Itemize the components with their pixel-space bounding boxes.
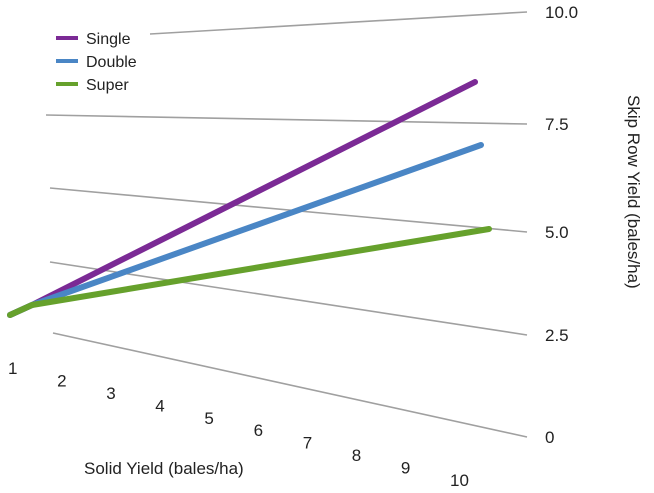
x-tick-label: 5	[204, 409, 213, 428]
x-tick-label: 7	[303, 434, 312, 453]
series-line-single	[7, 79, 478, 318]
legend-label-single: Single	[86, 31, 131, 48]
x-axis-label: Solid Yield (bales/ha)	[84, 459, 244, 478]
gridline-2	[49, 187, 528, 233]
legend: Single Double Super	[56, 31, 137, 94]
series-lines	[7, 79, 492, 318]
y-tick-label: 7.5	[545, 115, 569, 134]
gridline-3	[45, 114, 528, 125]
y-tick-label: 5.0	[545, 223, 569, 242]
x-tick-labels: 1 2 3 4 5 6 7 8 9 10	[8, 359, 469, 490]
gridline-1	[49, 261, 528, 336]
x-tick-label: 10	[450, 471, 469, 490]
y-axis-label: Skip Row Yield (bales/ha)	[624, 95, 643, 289]
series-line-double	[7, 142, 484, 318]
x-tick-label: 3	[106, 384, 115, 403]
gridline-0	[52, 332, 528, 438]
x-tick-label: 6	[254, 421, 263, 440]
y-tick-label: 2.5	[545, 326, 569, 345]
y-tick-label: 10.0	[545, 3, 578, 22]
x-tick-label: 1	[8, 359, 17, 378]
legend-label-super: Super	[86, 77, 129, 94]
gridline-4	[149, 11, 528, 35]
x-tick-label: 9	[401, 459, 410, 478]
x-tick-label: 8	[352, 446, 361, 465]
legend-label-double: Double	[86, 54, 137, 71]
gridlines	[45, 11, 528, 438]
x-tick-label: 4	[155, 396, 164, 415]
y-tick-labels: 0 2.5 5.0 7.5 10.0	[545, 3, 578, 447]
y-tick-label: 0	[545, 428, 554, 447]
x-tick-label: 2	[57, 371, 66, 390]
series-line-super	[7, 226, 492, 318]
